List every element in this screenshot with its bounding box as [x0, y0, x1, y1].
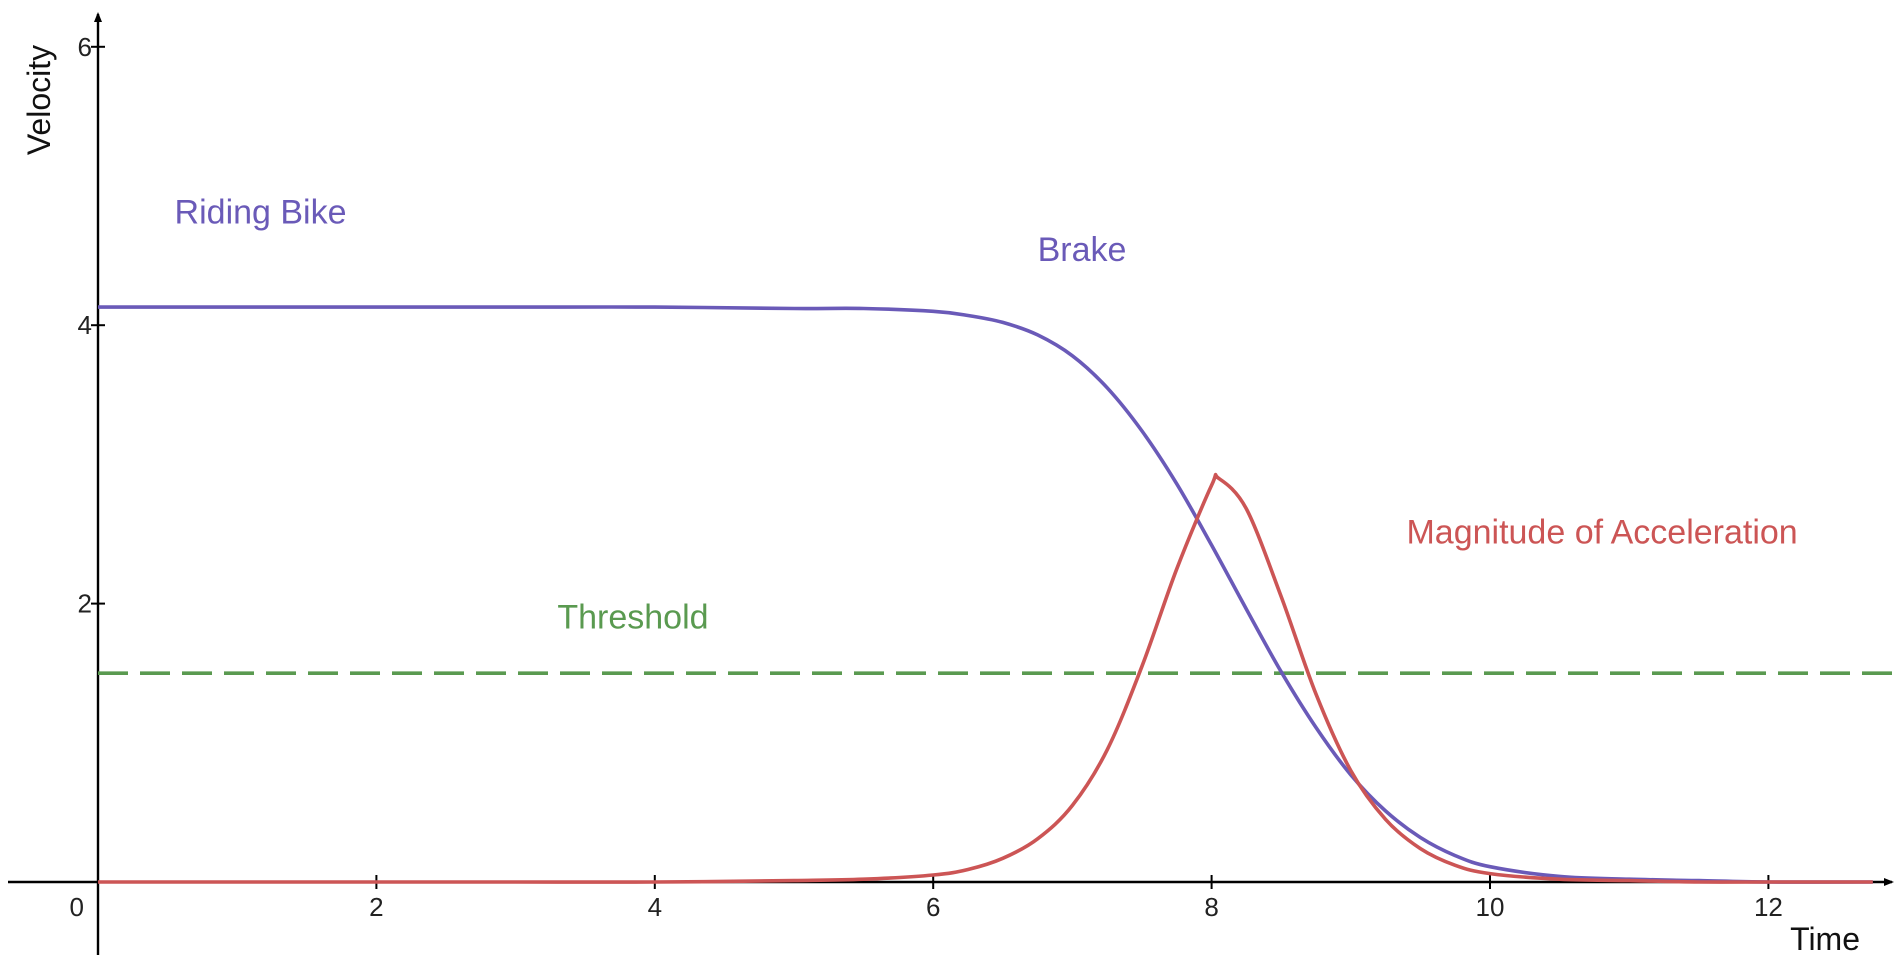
- x-tick-label: 10: [1476, 892, 1505, 922]
- series-lines: [98, 305, 1894, 884]
- x-tick-label: 12: [1754, 892, 1783, 922]
- y-tick-label: 2: [78, 589, 92, 619]
- axes: [8, 12, 1894, 955]
- x-tick-label: 4: [648, 892, 662, 922]
- annotations: Riding Bike Brake Magnitude of Acceleratio…: [175, 194, 1798, 637]
- x-tick-label: 0: [70, 892, 84, 922]
- brake-label: Brake: [1038, 231, 1127, 269]
- acceleration-label: Magnitude of Acceleration: [1406, 514, 1797, 552]
- ticks: 0 2 4 6 8 10 12 2 4 6: [70, 32, 1783, 922]
- y-axis-title: Velocity: [21, 45, 57, 155]
- velocity-curve: [98, 305, 1873, 884]
- x-tick-label: 8: [1204, 892, 1218, 922]
- riding-bike-label: Riding Bike: [175, 194, 347, 232]
- x-tick-label: 6: [926, 892, 940, 922]
- y-tick-label: 4: [78, 310, 92, 340]
- x-tick-label: 2: [369, 892, 383, 922]
- x-axis-title: Time: [1790, 921, 1860, 957]
- y-tick-label: 6: [78, 32, 92, 62]
- threshold-label: Threshold: [557, 599, 708, 637]
- acceleration-curve: [98, 472, 1873, 884]
